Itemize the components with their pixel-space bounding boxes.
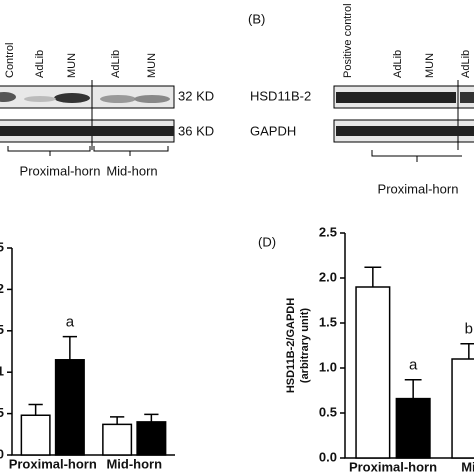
significance-letter: a — [66, 314, 75, 331]
panel-label: (B) — [248, 11, 265, 26]
significance-letter: b — [465, 321, 473, 338]
error-bar — [404, 378, 422, 399]
bar — [395, 397, 431, 459]
y-tick-label: 2.0 — [319, 269, 337, 284]
y-axis-label: HSD11B-2/GAPDH — [285, 298, 297, 393]
y-tick-label: 2.5 — [0, 239, 4, 254]
y-tick-label: 2 — [0, 281, 4, 296]
x-tick-label: Mid-horn — [461, 459, 474, 474]
x-tick-label: Mid-horn — [106, 456, 162, 471]
lane-label: MUN — [146, 53, 158, 78]
significance-letter: a — [409, 357, 418, 374]
bar — [451, 358, 474, 459]
group-label: Proximal-horn — [20, 163, 101, 178]
bar — [20, 414, 51, 456]
group-label: Proximal-horn — [378, 181, 459, 196]
x-tick-label: Proximal-horn — [349, 459, 437, 474]
blot-a — [0, 80, 175, 156]
error-bar — [28, 403, 43, 416]
y-axis-label: (arbitrary unit) — [299, 308, 311, 384]
error-bar — [62, 335, 77, 360]
y-tick-label: 0.5 — [0, 405, 4, 420]
y-tick-label: 1.0 — [319, 359, 337, 374]
y-tick-label: 2.5 — [319, 224, 337, 239]
error-bar — [144, 413, 159, 422]
bar — [355, 286, 391, 459]
y-tick-label: 0.5 — [319, 404, 337, 419]
lane-label: MUN — [424, 53, 436, 78]
row-label: 32 KD — [178, 88, 214, 103]
lane-label: AdLib — [460, 50, 472, 78]
lane-label: AdLib — [110, 50, 122, 78]
row-label: 36 KD — [178, 123, 214, 138]
lane-label: Positive control — [342, 3, 354, 78]
y-tick-label: 1.5 — [0, 322, 4, 337]
bar — [102, 423, 133, 456]
error-bar — [460, 342, 474, 359]
group-label: Mid-horn — [106, 163, 157, 178]
y-tick-label: 1 — [0, 364, 4, 379]
panel-label: (D) — [258, 234, 276, 249]
blot-b — [333, 80, 474, 162]
error-bar — [110, 416, 125, 425]
lane-label: Control — [4, 43, 16, 78]
lane-label: AdLib — [34, 50, 46, 78]
x-tick-label: Proximal-horn — [9, 456, 97, 471]
y-tick-label: 0.0 — [319, 449, 337, 464]
lane-label: AdLib — [392, 50, 404, 78]
row-label: HSD11B-2 — [250, 88, 311, 103]
error-bar — [364, 266, 382, 287]
bar — [54, 359, 85, 456]
y-tick-label: 0 — [0, 446, 4, 461]
row-label: GAPDH — [250, 123, 296, 138]
y-tick-label: 1.5 — [319, 314, 337, 329]
lane-label: MUN — [66, 53, 78, 78]
bar — [136, 421, 167, 456]
